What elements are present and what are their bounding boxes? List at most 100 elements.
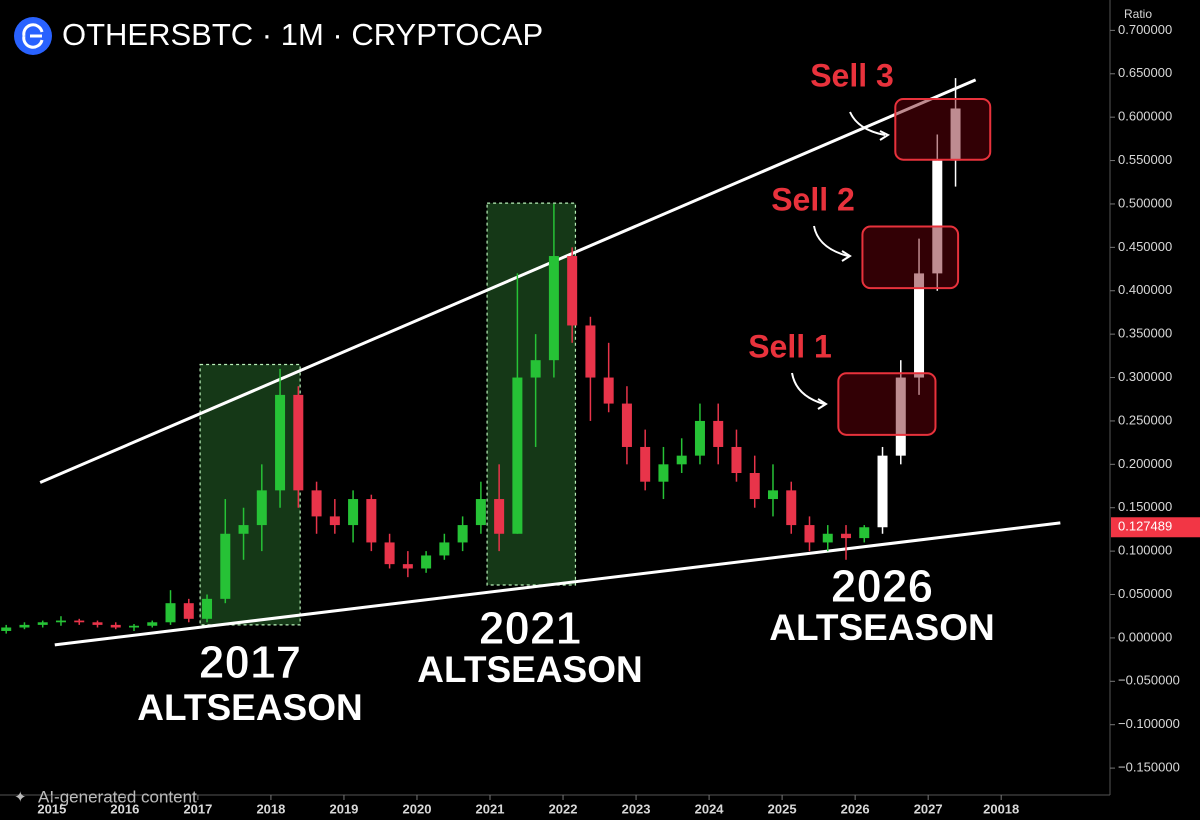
- candle-body: [256, 490, 267, 526]
- candle-body: [621, 403, 632, 447]
- trendline: [54, 521, 1061, 647]
- candle-body: [348, 499, 359, 526]
- y-tick-label: 0.100000: [1118, 543, 1172, 558]
- season-year: 2026: [831, 560, 933, 612]
- y-tick-label: 0.050000: [1118, 586, 1172, 601]
- x-tick-label: 2024: [695, 801, 725, 816]
- candle-body: [37, 622, 48, 625]
- chart-title: OTHERSBTC · 1M · CRYPTOCAP: [62, 17, 543, 52]
- x-tick-label: 2017: [183, 801, 212, 816]
- candle-body: [92, 622, 103, 625]
- x-tick-label: 2025: [768, 801, 797, 816]
- season-year: 2021: [479, 602, 581, 654]
- candle-body: [55, 620, 66, 623]
- arrow: [791, 372, 825, 405]
- candle-body: [694, 420, 705, 456]
- candle-body: [457, 525, 468, 543]
- x-tick-label: 2027: [914, 801, 943, 816]
- y-tick-label: 0.400000: [1118, 282, 1172, 297]
- candle-body: [658, 464, 669, 482]
- candle-body: [822, 533, 833, 543]
- candle-body: [202, 598, 213, 619]
- candle-body: [767, 490, 778, 500]
- candle-body: [402, 564, 413, 569]
- y-tick-label: −0.050000: [1118, 673, 1180, 688]
- season-zone: [199, 363, 301, 626]
- season-label: ALTSEASON: [417, 649, 642, 690]
- candle-body: [640, 446, 651, 482]
- candle-body: [548, 256, 559, 361]
- y-tick-label: 0.600000: [1118, 109, 1172, 124]
- current-price-label: 0.127489: [1118, 519, 1172, 534]
- sell-zone: [837, 372, 937, 436]
- candle-body: [275, 394, 286, 491]
- candle-body: [932, 160, 943, 274]
- candle-body: [494, 499, 505, 534]
- arrow: [849, 111, 886, 136]
- y-tick-label: 0.450000: [1118, 239, 1172, 254]
- candle-body: [749, 473, 760, 500]
- candle-body: [567, 256, 578, 326]
- y-tick-label: 0.250000: [1118, 412, 1172, 427]
- candle-body: [950, 108, 961, 161]
- candle-body: [19, 624, 30, 628]
- candle-body: [384, 542, 395, 565]
- y-tick-label: −0.150000: [1118, 760, 1180, 775]
- candle-body: [329, 516, 340, 526]
- candle-body: [165, 603, 176, 623]
- watermark-icon: ✦: [14, 789, 27, 806]
- y-tick-label: 0.150000: [1118, 499, 1172, 514]
- candle-body: [366, 499, 377, 543]
- candle-body: [530, 360, 541, 378]
- arrows: [791, 111, 891, 410]
- x-tick-label: 2026: [841, 801, 870, 816]
- y-tick-label: 0.500000: [1118, 195, 1172, 210]
- season-label: ALTSEASON: [137, 687, 362, 728]
- sell-zone: [894, 97, 992, 161]
- y-tick-label: 0.000000: [1118, 629, 1172, 644]
- trendline: [39, 78, 977, 484]
- x-tick-label: 2023: [622, 801, 651, 816]
- candle-body: [74, 620, 85, 623]
- y-tick-label: 0.550000: [1118, 152, 1172, 167]
- x-tick-label: 2021: [476, 801, 505, 816]
- candle-body: [110, 624, 121, 628]
- candle-body: [841, 533, 852, 539]
- candle-body: [914, 273, 925, 378]
- y-tick-label: 0.350000: [1118, 326, 1172, 341]
- symbol-icon-glyph: [22, 23, 44, 49]
- candle-body: [731, 446, 742, 474]
- candle-body: [293, 394, 304, 491]
- candle-body: [421, 555, 432, 569]
- y-tick-label: 0.700000: [1118, 22, 1172, 37]
- candle-body: [311, 490, 322, 517]
- candle-body: [439, 542, 450, 556]
- sell-label: Sell 2: [771, 181, 855, 217]
- candle-body: [859, 527, 870, 539]
- candle-body: [183, 603, 194, 619]
- season-label: ALTSEASON: [769, 607, 994, 648]
- watermark: AI-generated content: [38, 787, 197, 806]
- candle-body: [585, 325, 596, 378]
- candle-body: [713, 420, 724, 447]
- candle-body: [895, 377, 906, 456]
- candle-body: [238, 525, 249, 534]
- x-tick-label: 2018: [256, 801, 285, 816]
- y-tick-label: 0.300000: [1118, 369, 1172, 384]
- sell-zone: [861, 225, 960, 290]
- season-year: 2017: [199, 636, 301, 688]
- x-tick-label: 2022: [549, 801, 578, 816]
- candle-body: [877, 455, 888, 528]
- y-tick-label: −0.100000: [1118, 716, 1180, 731]
- candle-body: [1, 627, 12, 631]
- x-tick-label: 20018: [983, 801, 1019, 816]
- current-price-tag: [1111, 517, 1200, 538]
- x-tick-label: 2020: [403, 801, 432, 816]
- sell-label: Sell 3: [810, 57, 894, 93]
- candle-body: [147, 622, 158, 626]
- candle-body: [804, 525, 815, 543]
- candle-body: [220, 533, 231, 599]
